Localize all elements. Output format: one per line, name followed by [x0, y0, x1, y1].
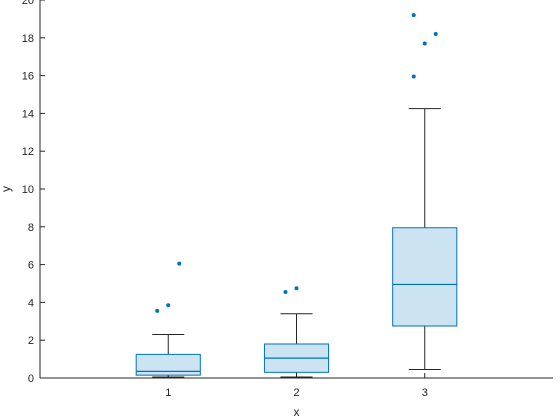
y-tick-label: 18 [22, 33, 34, 45]
y-tick-label: 10 [22, 184, 34, 196]
y-tick-label: 2 [28, 335, 34, 347]
box-series [135, 13, 458, 378]
y-tick-label: 8 [28, 222, 34, 234]
box-group [135, 261, 201, 378]
outlier-point [166, 303, 171, 308]
box-group [263, 286, 330, 378]
x-tick-label: 3 [422, 387, 428, 399]
iqr-box [392, 227, 458, 327]
box-group [392, 13, 458, 370]
y-tick-label: 6 [28, 260, 34, 272]
y-tick-label: 4 [28, 297, 34, 309]
outlier-point [411, 74, 416, 79]
outlier-point [283, 290, 288, 295]
iqr-box [135, 353, 201, 376]
x-tick-label: 1 [165, 387, 171, 399]
outlier-point [177, 261, 182, 266]
x-axis-label: x [294, 405, 300, 419]
y-tick-label: 16 [22, 71, 34, 83]
outlier-point [411, 13, 416, 18]
y-tick-label: 14 [22, 108, 34, 120]
outlier-point [155, 308, 160, 313]
y-tick-label: 0 [28, 373, 34, 385]
x-tick-label: 2 [293, 387, 299, 399]
outlier-point [294, 286, 299, 291]
outlier-point [422, 41, 427, 46]
y-axis-label: y [0, 186, 13, 192]
y-tick-label: 12 [22, 146, 34, 158]
outlier-point [433, 32, 438, 37]
y-tick-label: 20 [22, 0, 34, 7]
